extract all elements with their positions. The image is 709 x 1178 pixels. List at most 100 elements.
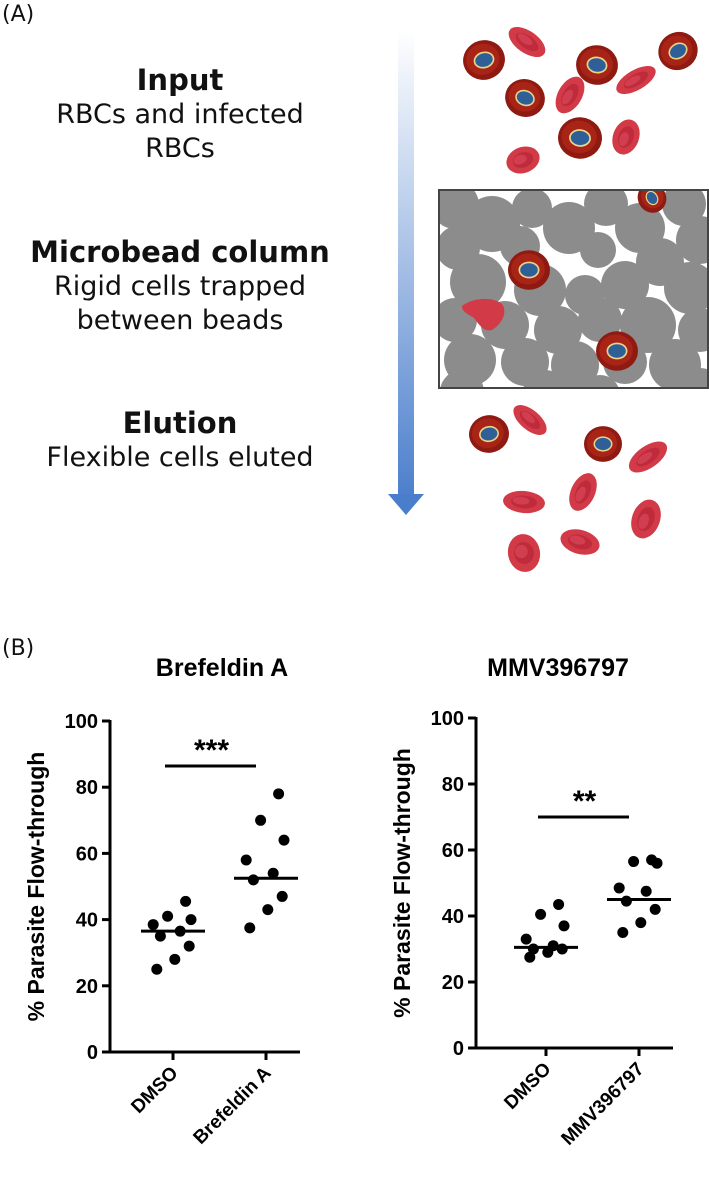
data-point [180, 895, 192, 907]
column-border [438, 189, 709, 389]
infected-rbc-cell [508, 250, 550, 290]
rbc-cell [507, 534, 541, 572]
eluted-cells-group [469, 405, 668, 572]
data-point [244, 922, 256, 934]
microbead [578, 298, 622, 342]
data-point [273, 788, 285, 800]
microbead [678, 308, 708, 352]
data-point [535, 908, 547, 920]
chart-brefeldin: Brefeldin A % Parasite Flow-through 0 20 40 6… [23, 654, 300, 1149]
y-axis-label: % Parasite Flow-through [23, 752, 49, 1022]
data-point [527, 943, 539, 955]
y-tick-label: 0 [453, 1038, 464, 1060]
y-tick-label: 0 [87, 1042, 98, 1064]
rbc-cell [506, 146, 540, 174]
panel-a-illustration [388, 26, 709, 572]
y-axis-label: % Parasite Flow-through [389, 748, 415, 1018]
data-point [617, 927, 629, 938]
data-point [267, 867, 279, 879]
data-point [183, 940, 195, 952]
y-tick-label: 60 [76, 843, 98, 865]
rbc-cell [560, 529, 600, 555]
microbead [551, 341, 599, 388]
rbc-cell [503, 490, 545, 514]
data-point [147, 919, 159, 931]
x-tick-label: DMSO [500, 1059, 555, 1114]
data-point [635, 917, 647, 929]
microbead [450, 254, 506, 310]
chart-mmv396797: MMV396797 % Parasite Flow-through 0 20 40 60 8… [389, 654, 673, 1150]
panel-a-label: (A) [2, 2, 35, 27]
chart-title: Brefeldin A [156, 654, 288, 682]
rbc-cell [628, 441, 668, 473]
y-tick-label: 40 [442, 906, 464, 928]
x-tick-label: Brefeldin A [190, 1062, 276, 1148]
y-tick-label: 60 [442, 840, 464, 862]
data-point [154, 930, 166, 942]
infected-rbc-cell [505, 79, 545, 117]
y-tick-label: 20 [442, 972, 464, 994]
step-column: Microbead column Rigid cells trapped bet… [0, 234, 360, 338]
step-input: Input RBCs and infected RBCs [0, 62, 360, 166]
rbc-cell [513, 405, 547, 435]
y-tick-label: 100 [431, 708, 464, 730]
step-column-title: Microbead column [30, 235, 330, 269]
microbead [580, 232, 616, 268]
data-point [620, 895, 632, 907]
microbead [523, 370, 567, 388]
microbead [676, 216, 708, 264]
data-point [185, 914, 197, 926]
infected-rbc-cell [463, 40, 505, 80]
trapped-cells-group [462, 190, 667, 371]
step-elution-line-1: Flexible cells eluted [46, 442, 314, 473]
input-cells-group [463, 26, 698, 174]
data-point [613, 882, 625, 894]
chart-title: MMV396797 [487, 654, 629, 682]
step-input-line-1: RBCs and infected [56, 99, 304, 130]
microbead [620, 297, 676, 353]
deformed-rbc-cell [462, 298, 505, 331]
infected-rbc-cell [596, 331, 638, 371]
step-elution: Elution Flexible cells eluted [0, 405, 360, 475]
flow-arrow-head [388, 494, 424, 515]
step-elution-title: Elution [122, 406, 238, 440]
data-point [240, 854, 252, 866]
step-column-line-1: Rigid cells trapped [54, 271, 306, 302]
flow-arrow-shaft [398, 30, 414, 502]
microbead [512, 190, 552, 228]
data-point [262, 904, 274, 916]
data-point [547, 940, 559, 952]
data-point [628, 856, 640, 868]
data-point [247, 874, 259, 886]
rbc-cell [508, 26, 546, 58]
infected-rbc-cell [658, 31, 698, 71]
microbead-column [439, 190, 708, 388]
y-tick-label: 100 [65, 711, 98, 733]
panel-b-label: (B) [2, 636, 35, 661]
data-point [255, 814, 267, 826]
microbead [543, 202, 595, 254]
y-tick-label: 80 [442, 774, 464, 796]
data-point [640, 885, 652, 897]
data-point [649, 903, 661, 915]
data-point [276, 890, 288, 902]
step-column-line-2: between beads [76, 305, 284, 336]
microbead [676, 368, 708, 388]
infected-rbc-cell [469, 415, 509, 453]
data-point [520, 933, 532, 945]
significance-label: ** [573, 785, 597, 818]
data-point [151, 963, 163, 975]
infected-rbc-cell [576, 45, 618, 85]
microbead [581, 375, 619, 388]
rbc-cell [555, 76, 585, 114]
data-point [646, 854, 658, 866]
infected-rbc-cell [558, 117, 602, 159]
data-point [553, 898, 565, 910]
rbc-cell [616, 66, 656, 94]
x-tick-label: MMV396797 [558, 1059, 649, 1150]
x-tick-label: DMSO [127, 1063, 182, 1118]
rbc-cell [569, 473, 597, 511]
rbc-cell [612, 119, 640, 155]
microbead [601, 261, 649, 309]
step-input-line-2: RBCs [145, 133, 215, 164]
